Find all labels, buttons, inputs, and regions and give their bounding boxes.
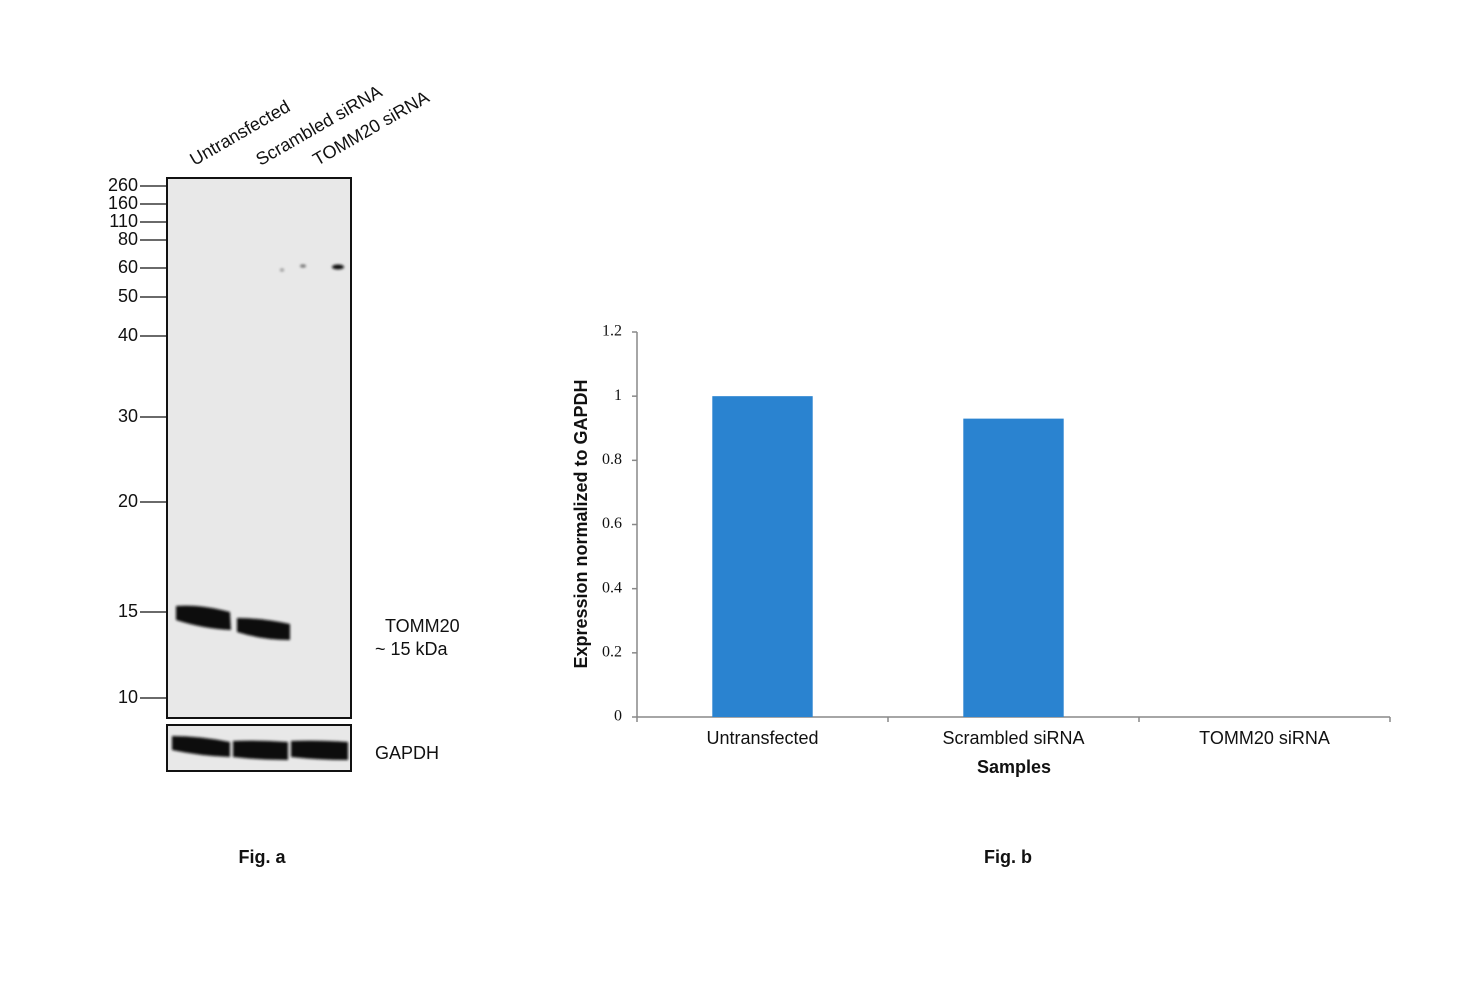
marker-label: 10 (118, 687, 138, 707)
marker-label: 50 (118, 286, 138, 306)
x-axis-label: Samples (977, 757, 1051, 777)
x-tick-label: Untransfected (706, 728, 818, 748)
band (291, 740, 348, 760)
caption: Fig. a (238, 847, 286, 867)
marker-label: 260 (108, 175, 138, 195)
target-name: TOMM20 (385, 616, 460, 636)
y-tick-label: 0.6 (602, 515, 622, 532)
band (280, 268, 284, 272)
y-tick-label: 0.8 (602, 451, 622, 468)
band (233, 740, 288, 760)
y-tick-label: 0.2 (602, 644, 622, 661)
loading-control: GAPDH (375, 743, 439, 763)
target-size: ~ 15 kDa (375, 639, 449, 659)
marker-label: 40 (118, 325, 138, 345)
x-tick-label: TOMM20 siRNA (1199, 728, 1330, 748)
band (332, 264, 344, 270)
marker-label: 110 (109, 211, 138, 231)
caption: Fig. b (984, 847, 1032, 867)
marker-label: 15 (118, 601, 138, 621)
y-tick-label: 1.2 (602, 323, 622, 340)
bands (172, 264, 348, 760)
bar (712, 396, 813, 717)
marker-label: 30 (118, 406, 138, 426)
band (172, 736, 230, 757)
marker-label: 20 (118, 491, 138, 511)
y-tick-label: 0 (614, 708, 622, 725)
y-axis-label: Expression normalized to GAPDH (571, 379, 591, 668)
marker-label: 160 (108, 193, 138, 213)
marker-label: 80 (118, 229, 138, 249)
x-tick-label: Scrambled siRNA (942, 728, 1084, 748)
band (300, 264, 306, 268)
y-tick-label: 0.4 (602, 579, 622, 596)
bar (963, 418, 1064, 717)
band (237, 618, 290, 640)
band (176, 605, 231, 630)
y-tick-label: 1 (614, 387, 622, 404)
marker-label: 60 (118, 257, 138, 277)
